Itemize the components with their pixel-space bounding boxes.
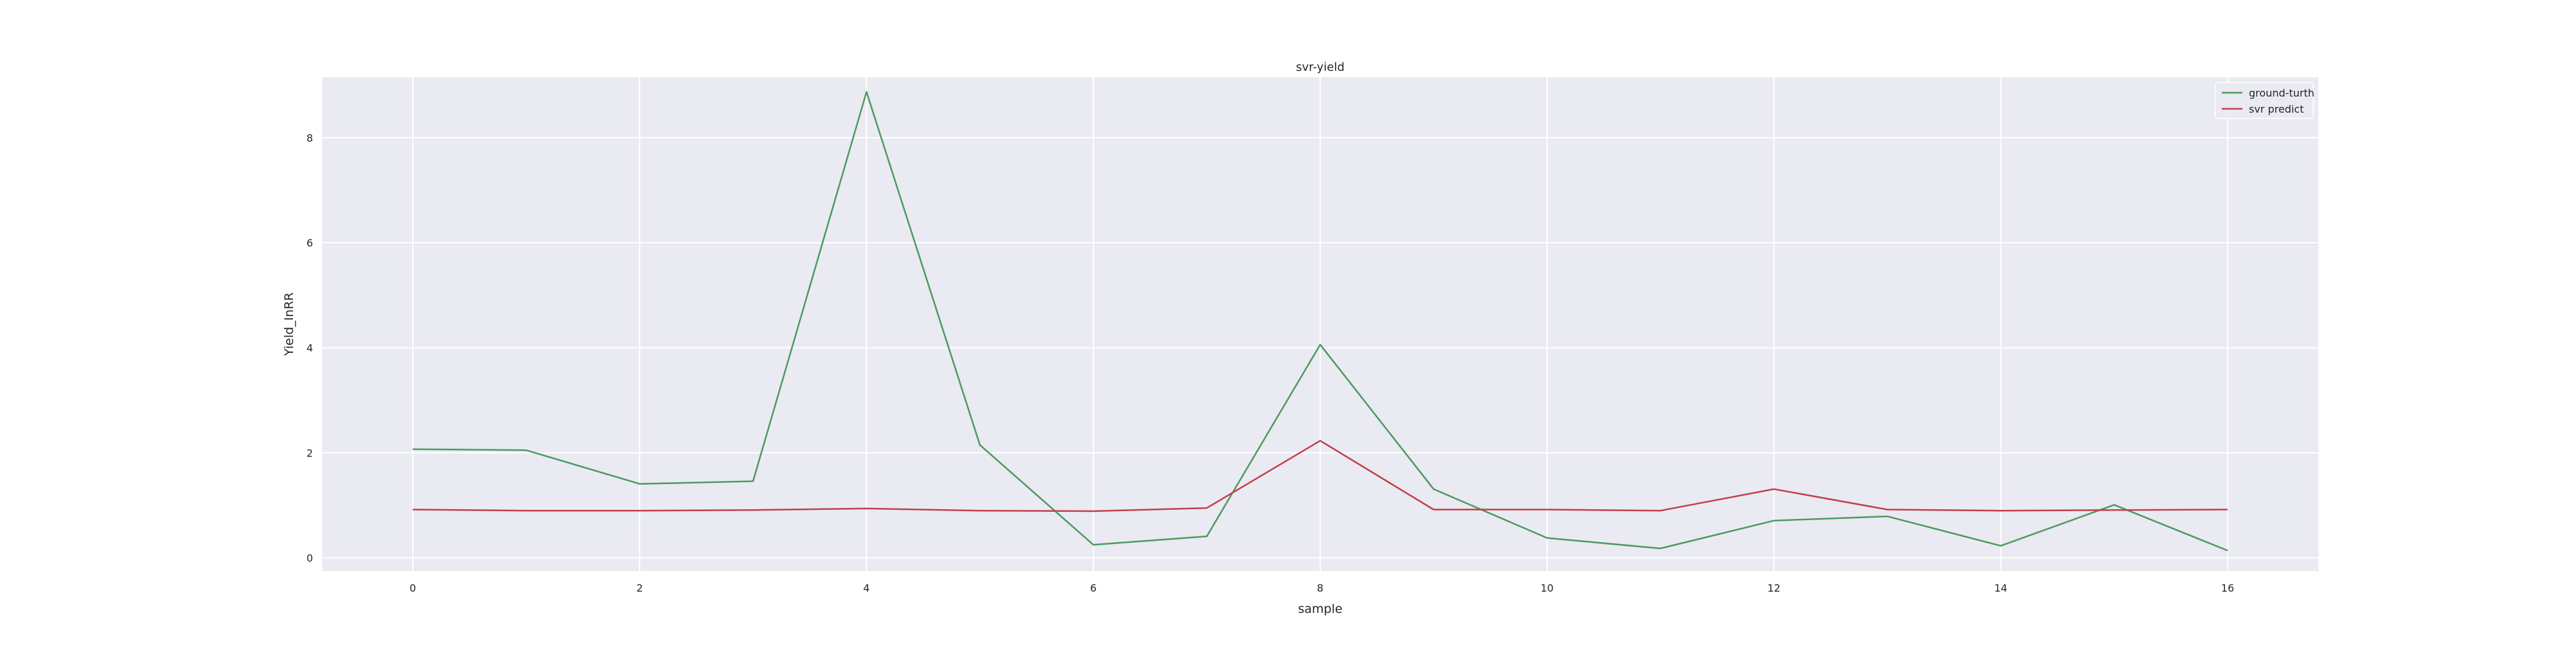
y-tick-label: 2 xyxy=(307,447,313,459)
x-tick-label: 2 xyxy=(636,582,643,594)
legend-label: ground-turth xyxy=(2249,87,2315,99)
y-tick-label: 8 xyxy=(307,132,313,144)
x-axis-label: sample xyxy=(1298,602,1342,616)
series-lines xyxy=(412,91,2228,552)
x-tick-label: 6 xyxy=(1090,582,1097,594)
x-tick-label: 12 xyxy=(1767,582,1780,594)
chart-title: svr-yield xyxy=(1296,61,1345,74)
grid-lines xyxy=(322,77,2318,571)
series-line-svr-predict xyxy=(412,440,2228,512)
x-tick-label: 16 xyxy=(2221,582,2234,594)
x-tick-label: 4 xyxy=(863,582,869,594)
legend: ground-turth svr predict xyxy=(2215,82,2315,119)
x-tick-label: 10 xyxy=(1540,582,1553,594)
y-tick-label: 4 xyxy=(307,342,313,354)
y-axis-label: Yield_InRR xyxy=(282,292,296,357)
x-tick-label: 14 xyxy=(1994,582,2007,594)
y-tick-label: 0 xyxy=(307,552,313,565)
axis-ticks: 0 2 4 6 8 10 12 14 16 0 2 4 6 8 xyxy=(307,132,2234,594)
x-tick-label: 8 xyxy=(1317,582,1323,594)
y-tick-label: 6 xyxy=(307,237,313,249)
legend-label: svr predict xyxy=(2249,103,2304,115)
x-tick-label: 0 xyxy=(410,582,416,594)
series-line-ground-truth xyxy=(412,91,2228,552)
